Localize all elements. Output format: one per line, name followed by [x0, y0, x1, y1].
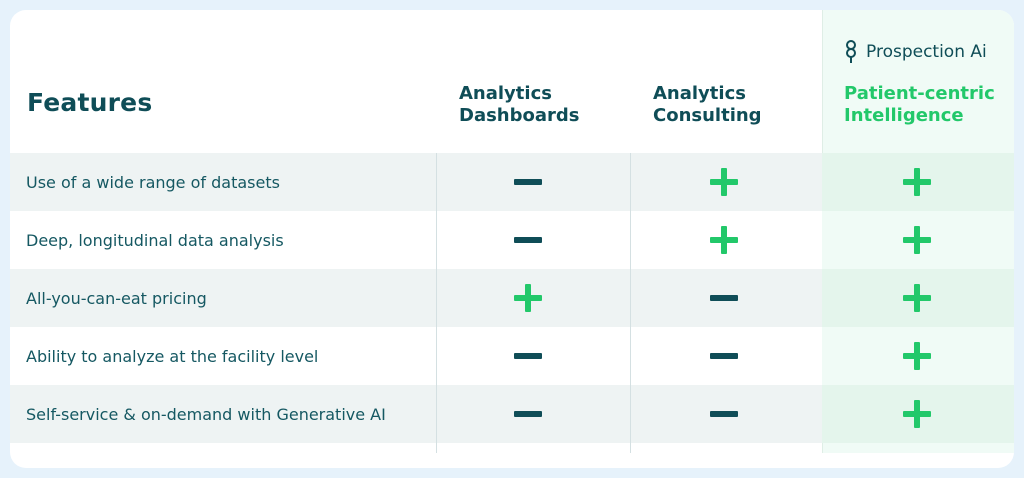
plus-icon	[903, 400, 931, 428]
column-header-analytics-dashboards: Analytics Dashboards	[459, 83, 639, 127]
feature-label: Use of a wide range of datasets	[26, 172, 280, 192]
feature-label: Deep, longitudinal data analysis	[26, 230, 284, 250]
feature-row: All-you-can-eat pricing	[10, 269, 1014, 327]
column-header-line: Analytics	[653, 83, 746, 104]
prospection-logo-icon	[846, 40, 856, 63]
feature-row: Use of a wide range of datasets	[10, 153, 1014, 211]
brand-name: Prospection Ai	[866, 42, 987, 62]
plus-icon	[903, 342, 931, 370]
plus-icon	[710, 168, 738, 196]
minus-icon	[710, 400, 738, 428]
feature-label: Ability to analyze at the facility level	[26, 346, 319, 366]
column-header-line: Consulting	[653, 105, 762, 126]
column-header-analytics-consulting: Analytics Consulting	[653, 83, 833, 127]
column-header-line: Dashboards	[459, 105, 580, 126]
minus-icon	[710, 342, 738, 370]
plus-icon	[514, 284, 542, 312]
plus-icon	[903, 168, 931, 196]
plus-icon	[710, 226, 738, 254]
column-header-line: Analytics	[459, 83, 552, 104]
comparison-card: Prospection Ai Features Analytics Dashbo…	[10, 10, 1014, 468]
column-header-line: Patient-centric	[844, 83, 995, 104]
feature-row: Deep, longitudinal data analysis	[10, 211, 1014, 269]
minus-icon	[710, 284, 738, 312]
feature-row: Self-service & on-demand with Generative…	[10, 385, 1014, 443]
column-header-line: Intelligence	[844, 105, 964, 126]
column-header-patient-centric-intelligence: Patient-centric Intelligence	[844, 83, 1014, 127]
feature-row: Ability to analyze at the facility level	[10, 327, 1014, 385]
column-divider	[436, 153, 437, 453]
minus-icon	[514, 168, 542, 196]
minus-icon	[514, 226, 542, 254]
brand-logo: Prospection Ai	[842, 38, 987, 66]
minus-icon	[514, 342, 542, 370]
column-divider	[630, 153, 631, 453]
plus-icon	[903, 284, 931, 312]
plus-icon	[903, 226, 931, 254]
feature-label: Self-service & on-demand with Generative…	[26, 404, 386, 424]
minus-icon	[514, 400, 542, 428]
feature-label: All-you-can-eat pricing	[26, 288, 207, 308]
features-heading: Features	[27, 88, 153, 117]
